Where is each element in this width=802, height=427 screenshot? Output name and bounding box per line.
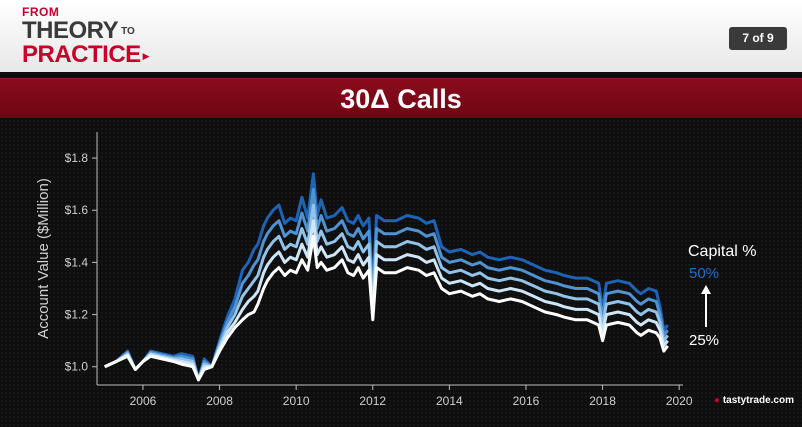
series-line-1 <box>104 234 669 382</box>
logo-line-from: FROM <box>22 5 60 19</box>
brand-name: tastytrade <box>722 395 771 406</box>
legend-high-label: 50% <box>689 265 720 282</box>
y-tick-label: $1.2 <box>65 308 89 322</box>
y-tick-label: $1.4 <box>65 255 89 269</box>
play-triangle-icon: ▶ <box>142 50 150 61</box>
x-tick-label: 2014 <box>436 394 463 408</box>
series-line-4 <box>104 187 669 382</box>
up-arrow-icon <box>701 285 711 327</box>
x-tick-label: 2010 <box>283 394 310 408</box>
y-axis-label: Account Value ($Million) <box>35 178 52 339</box>
logo-to-word: TO <box>121 25 135 37</box>
x-tick-label: 2006 <box>130 394 157 408</box>
logo-practice-word: PRACTICE <box>22 41 141 68</box>
title-bar: 30Δ Calls <box>0 78 802 118</box>
from-theory-to-practice-logo: FROM THEORY TO PRACTICE ▶ <box>22 6 192 68</box>
x-tick-label: 2018 <box>589 394 616 408</box>
series-line-3 <box>104 203 669 382</box>
x-tick-label: 2008 <box>206 394 233 408</box>
slide-counter: 7 of 9 <box>729 27 787 50</box>
logo-line-theory: THEORY TO <box>22 19 135 44</box>
series-line-5 <box>104 172 669 382</box>
y-tick-label: $1.8 <box>65 151 89 165</box>
x-tick-label: 2016 <box>513 394 540 408</box>
legend-low-label: 25% <box>689 332 720 349</box>
logo-line-practice: PRACTICE ▶ <box>22 41 150 68</box>
slide-title: 30Δ Calls <box>340 84 462 114</box>
legend-title: Capital % <box>688 243 757 260</box>
slide-header: FROM THEORY TO PRACTICE ▶ 7 of 9 <box>0 0 802 72</box>
chart-area <box>0 119 802 427</box>
tastytrade-brand: ● tastytrade.com <box>714 395 794 406</box>
logo-theory-word: THEORY <box>22 17 119 44</box>
x-tick-label: 2020 <box>666 394 693 408</box>
brand-suffix: .com <box>770 395 794 406</box>
y-tick-label: $1.6 <box>65 203 89 217</box>
cherry-icon: ● <box>714 395 721 406</box>
y-tick-label: $1.0 <box>65 360 89 374</box>
x-tick-label: 2012 <box>359 394 386 408</box>
